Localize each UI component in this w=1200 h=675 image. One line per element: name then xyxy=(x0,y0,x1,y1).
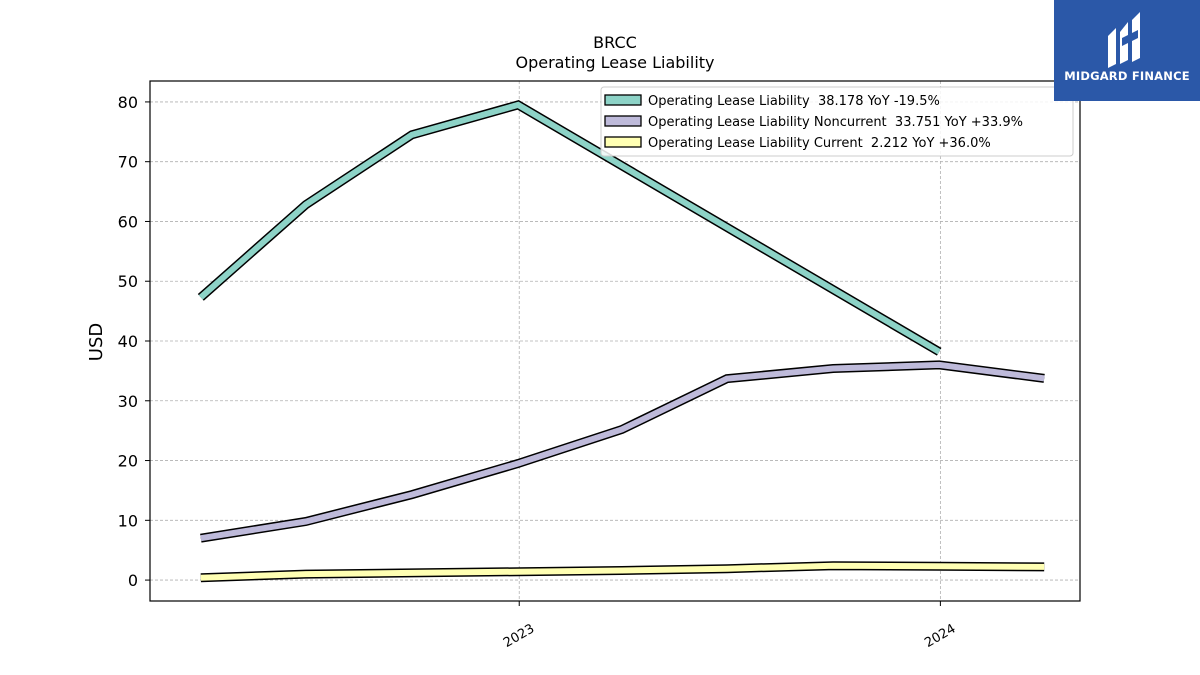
x-tick-label: 2024 xyxy=(922,621,958,651)
x-tick-label: 2023 xyxy=(501,621,537,651)
logo-text: MIDGARD FINANCE xyxy=(1064,69,1190,83)
series-line xyxy=(200,361,1045,542)
series-line xyxy=(198,101,941,355)
series-line-outline xyxy=(200,360,1045,543)
chart-subtitle: Operating Lease Liability xyxy=(515,53,714,72)
x-axis-ticks: 2023 2024 xyxy=(501,601,958,651)
y-tick-label: 50 xyxy=(118,272,138,291)
legend-entry: Operating Lease Liability Noncurrent 33.… xyxy=(648,115,1023,130)
legend: Operating Lease Liability 38.178 YoY -19… xyxy=(600,86,1074,157)
legend-swatch xyxy=(604,115,642,127)
series-line xyxy=(200,562,1045,581)
y-tick-label: 0 xyxy=(128,571,138,590)
series-2 xyxy=(200,360,1045,543)
y-tick-label: 60 xyxy=(118,212,138,231)
legend-swatch xyxy=(604,136,642,148)
y-tick-label: 30 xyxy=(118,392,138,411)
legend-swatch xyxy=(604,94,642,106)
legend-entry: Operating Lease Liability Current 2.212 … xyxy=(648,136,991,151)
legend-box xyxy=(600,86,1074,157)
legend-entry: Operating Lease Liability 38.178 YoY -19… xyxy=(648,94,940,109)
series-layer xyxy=(197,100,1045,583)
y-tick-label: 20 xyxy=(118,452,138,471)
y-axis-ticks: 0 10 20 30 40 50 60 70 80 xyxy=(118,93,150,590)
series-1 xyxy=(197,100,942,356)
brand-logo: MIDGARD FINANCE xyxy=(1054,0,1200,101)
y-axis-label: USD xyxy=(86,323,107,361)
y-tick-label: 40 xyxy=(118,332,138,351)
series-3 xyxy=(200,561,1045,583)
y-tick-label: 10 xyxy=(118,511,138,530)
y-tick-label: 80 xyxy=(118,93,138,112)
y-tick-label: 70 xyxy=(118,153,138,172)
chart-title: BRCC xyxy=(593,33,637,52)
logo-mark-icon xyxy=(1108,12,1140,68)
